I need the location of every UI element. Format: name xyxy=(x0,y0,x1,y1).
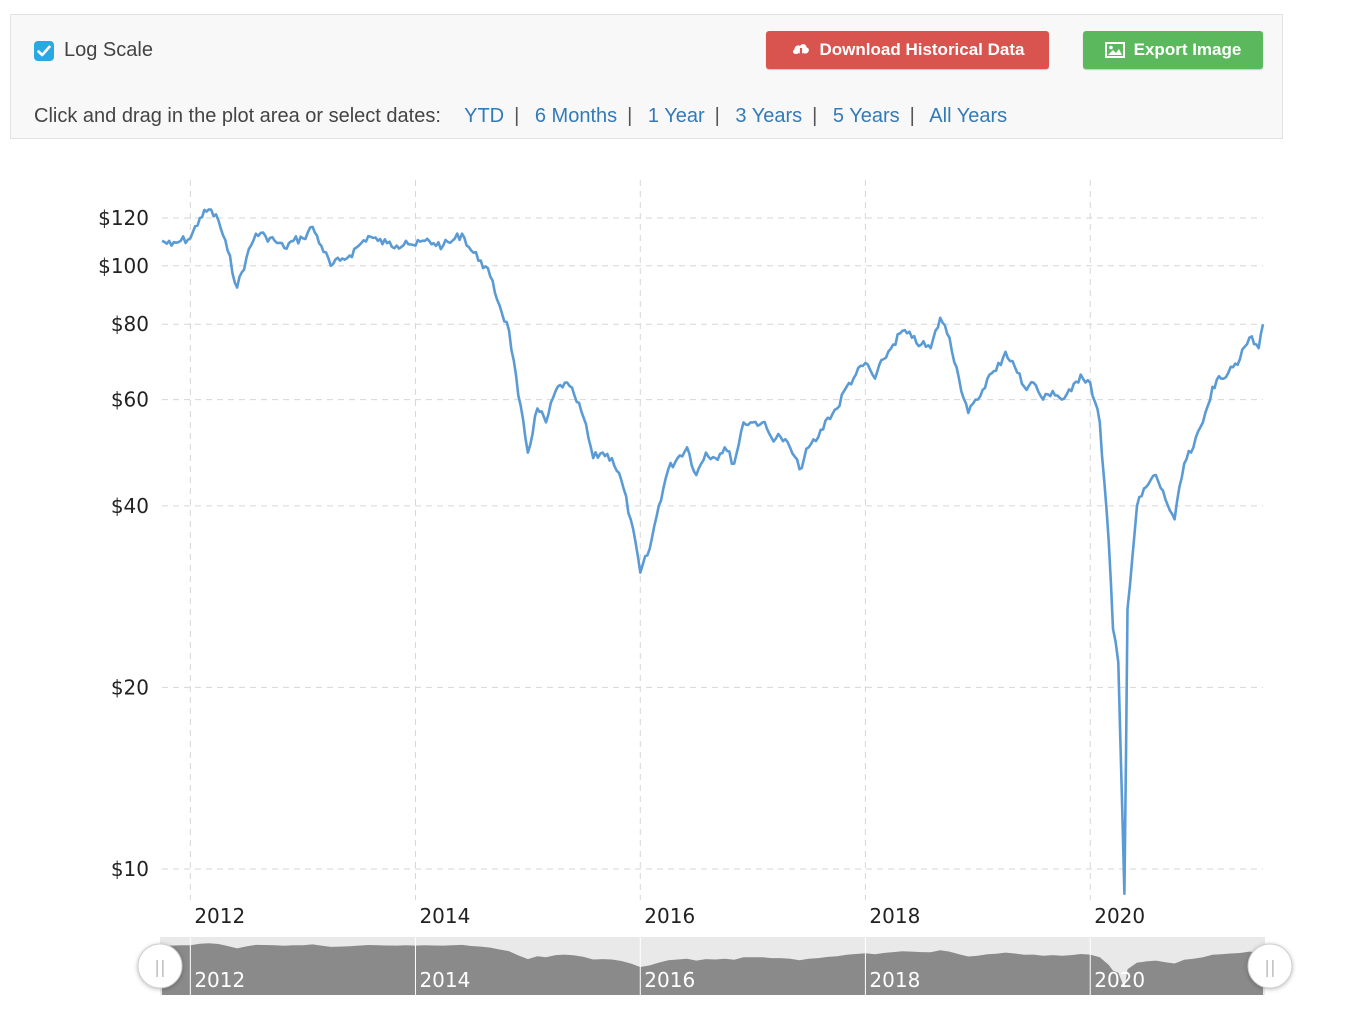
navigator-year-label: 2020 xyxy=(1094,968,1145,992)
navigator-year-label: 2014 xyxy=(419,968,470,992)
navigator-year-label: 2016 xyxy=(644,968,695,992)
log-scale-checkbox[interactable] xyxy=(34,40,54,61)
x-tick-label: 2018 xyxy=(869,904,920,928)
y-tick-label: $80 xyxy=(111,312,149,336)
image-icon xyxy=(1104,42,1125,58)
handle-knob xyxy=(1247,943,1293,989)
x-tick-label: 2012 xyxy=(194,904,245,928)
handle-grip-label: || xyxy=(1264,958,1275,978)
download-button-label: Download Historical Data xyxy=(819,40,1025,59)
handle-grip-label: || xyxy=(154,958,165,978)
y-tick-label: $60 xyxy=(111,388,149,412)
checkmark-icon xyxy=(37,45,51,56)
range-prompt: Click and drag in the plot area or selec… xyxy=(34,105,441,127)
navigator-year-label: 2018 xyxy=(869,968,920,992)
export-button-label: Export Image xyxy=(1133,40,1242,59)
handle-knob xyxy=(137,943,183,989)
export-image-button[interactable]: Export Image xyxy=(1083,31,1263,69)
log-scale-toggle[interactable]: Log Scale xyxy=(34,39,153,62)
range-1-year-link[interactable]: 1 Year xyxy=(647,105,705,127)
y-tick-label: $10 xyxy=(111,857,149,881)
price-series-line xyxy=(161,208,1265,895)
x-tick-label: 2016 xyxy=(644,904,695,928)
range-separator: | xyxy=(627,105,633,127)
y-tick-label: $40 xyxy=(111,494,149,518)
range-6-months-link[interactable]: 6 Months xyxy=(534,105,618,127)
range-5-years-link[interactable]: 5 Years xyxy=(832,105,900,127)
range-separator: | xyxy=(714,105,720,127)
log-scale-label: Log Scale xyxy=(64,39,153,61)
y-tick-label: $100 xyxy=(98,254,149,278)
range-separator: | xyxy=(514,105,520,127)
y-tick-label: $120 xyxy=(98,206,149,230)
range-separator: | xyxy=(909,105,915,127)
x-tick-label: 2014 xyxy=(419,904,470,928)
navigator-left-handle[interactable]: || xyxy=(137,943,183,989)
navigator-right-handle[interactable]: || xyxy=(1247,943,1293,989)
chart-toolbar: Log Scale Download Historical Data Expor… xyxy=(10,14,1283,139)
x-tick-label: 2020 xyxy=(1094,904,1145,928)
navigator-year-label: 2012 xyxy=(194,968,245,992)
y-tick-label: $20 xyxy=(111,675,149,699)
range-separator: | xyxy=(812,105,818,127)
range-3-years-link[interactable]: 3 Years xyxy=(735,105,803,127)
range-all-years-link[interactable]: All Years xyxy=(929,105,1008,127)
date-range-selector: Click and drag in the plot area or selec… xyxy=(34,105,1007,128)
range-ytd-link[interactable]: YTD xyxy=(464,105,505,127)
cloud-download-icon xyxy=(791,41,811,59)
range-navigator[interactable]: 2012 2014 2016 2018 2020 || || xyxy=(137,937,1293,995)
navigator-area xyxy=(162,943,1263,995)
download-historical-data-button[interactable]: Download Historical Data xyxy=(766,31,1049,69)
